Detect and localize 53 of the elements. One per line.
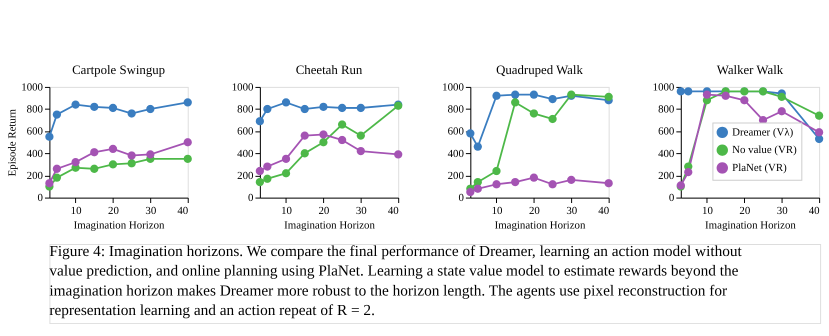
chart-title: Cartpole Swingup — [72, 63, 166, 78]
y-tick-label: 400 — [658, 148, 675, 160]
legend-label: No value (VR) — [732, 144, 798, 156]
y-tick-label: 200 — [658, 170, 675, 182]
x-tick-label: 40 — [598, 204, 610, 217]
x-tick-label: 40 — [177, 204, 189, 217]
x-axis-title: Imagination Horizon — [74, 220, 166, 232]
y-tick-label: 400 — [26, 148, 44, 160]
chart-title: Cheetah Run — [296, 63, 363, 78]
y-tick-label: 1000 — [652, 81, 675, 94]
y-tick-label: 600 — [237, 126, 254, 138]
x-tick-label: 10 — [702, 204, 714, 217]
caption: Figure 4: Imagination horizons. We compare the final performance of Dreamer, learning an action model without value prediction, and online planning using PlaNet. Learning a state value model to estimate rewards beyond the imagination horizon makes Dreamer more robust to the horizon length. The agents use pixel reconstruction for representation learning and an action repeat of R = 2. — [49, 242, 743, 320]
y-tick-label: 600 — [448, 126, 464, 138]
y-tick-label: 0 — [38, 192, 44, 204]
x-tick-label: 20 — [528, 204, 540, 217]
y-tick-label: 0 — [458, 192, 464, 204]
y-tick-label: 600 — [26, 126, 44, 138]
y-tick-label: 800 — [448, 104, 464, 116]
x-tick-label: 10 — [70, 204, 82, 217]
x-tick-label: 10 — [492, 204, 503, 217]
y-tick-label: 0 — [248, 192, 254, 204]
legend-label: Dreamer (Vλ) — [732, 126, 794, 138]
y-tick-label: 400 — [237, 148, 254, 160]
y-tick-label: 800 — [658, 104, 675, 116]
x-tick-label: 30 — [776, 204, 788, 217]
x-tick-label: 40 — [808, 204, 820, 217]
y-tick-label: 200 — [237, 170, 254, 182]
x-axis-title: Imagination Horizon — [705, 220, 796, 232]
y-tick-label: 1000 — [442, 81, 464, 94]
y-axis-title: Episode Return — [6, 108, 18, 176]
y-tick-label: 800 — [237, 104, 254, 116]
x-axis-title: Imagination Horizon — [494, 220, 586, 232]
legend-label: PlaNet (VR) — [732, 162, 788, 174]
x-tick-label: 10 — [281, 204, 293, 217]
x-tick-label: 40 — [388, 204, 400, 217]
x-tick-label: 30 — [356, 204, 368, 217]
y-tick-label: 0 — [668, 192, 675, 204]
chart-title: Quadruped Walk — [496, 63, 584, 78]
x-tick-label: 20 — [739, 204, 751, 217]
x-tick-label: 30 — [145, 204, 157, 217]
x-tick-label: 20 — [318, 204, 330, 217]
x-tick-label: 20 — [108, 204, 120, 217]
x-axis-title: Imagination Horizon — [284, 220, 376, 232]
y-tick-label: 400 — [448, 148, 464, 160]
y-tick-label: 1000 — [21, 81, 44, 94]
y-tick-label: 200 — [448, 170, 464, 182]
y-tick-label: 1000 — [232, 81, 254, 94]
x-tick-label: 30 — [566, 204, 578, 217]
chart-title: Walker Walk — [716, 63, 784, 78]
y-tick-label: 200 — [26, 170, 44, 182]
y-tick-label: 600 — [658, 126, 675, 138]
y-tick-label: 800 — [26, 104, 44, 116]
